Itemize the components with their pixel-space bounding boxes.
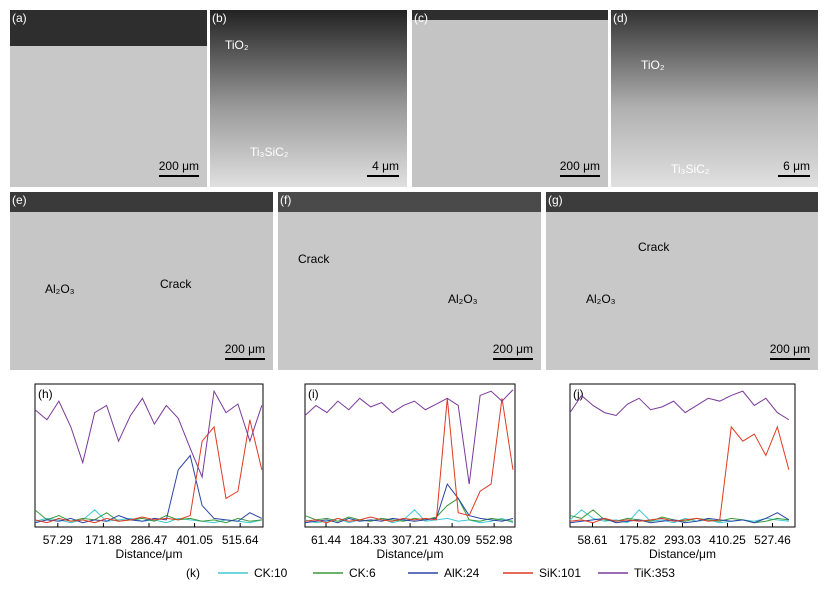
line-series <box>34 509 262 524</box>
chart-label: (i) <box>308 387 319 401</box>
scale-label: 200 μm <box>769 342 810 356</box>
legend-entry: CK:10 <box>254 566 288 580</box>
annotation: Al₂O₃ <box>448 292 478 306</box>
line-series <box>304 389 514 485</box>
micrograph: (g) 200 μm Crack Al₂O₃ <box>546 192 818 370</box>
panel-label: (g) <box>548 193 563 207</box>
scale-label: 4 μm <box>372 159 399 173</box>
x-tick-label: 286.47 <box>131 533 168 547</box>
annotation: Crack <box>638 240 670 254</box>
line-series <box>34 454 263 524</box>
x-tick-label: 61.44 <box>311 533 341 547</box>
x-tick-label: 430.09 <box>434 533 471 547</box>
scale-bar <box>560 175 600 177</box>
scale-bar <box>778 175 810 177</box>
annotation: TiO₂ <box>641 58 665 72</box>
line-series <box>34 419 263 524</box>
line-series <box>569 425 790 524</box>
scale-bar <box>493 358 533 360</box>
x-tick-label: 401.05 <box>176 533 213 547</box>
x-axis-label: Distance/μm <box>377 547 444 561</box>
plot-frame <box>569 383 796 528</box>
micrograph: (b) 4 μm TiO₂ Ti₃SiC₂ <box>210 10 407 187</box>
annotation: Crack <box>160 277 192 291</box>
micrograph: (d) 6 μm TiO₂ Ti₃SiC₂ <box>611 10 818 187</box>
annotation: Ti₃SiC₂ <box>671 162 710 176</box>
scale-bar <box>225 358 265 360</box>
x-tick-label: 552.98 <box>476 533 513 547</box>
plot-frame <box>34 383 264 528</box>
x-tick-label: 515.64 <box>222 533 259 547</box>
legend-entry: AlK:24 <box>444 566 480 580</box>
annotation: Ti₃SiC₂ <box>250 145 289 159</box>
panel-label: (e) <box>12 193 27 207</box>
x-tick-label: 307.21 <box>392 533 429 547</box>
panel-label: (f) <box>280 193 292 207</box>
annotation: TiO₂ <box>225 38 249 52</box>
x-tick-label: 293.03 <box>664 533 701 547</box>
scale-bar <box>770 358 810 360</box>
line-series <box>304 398 514 524</box>
scale-label: 200 μm <box>224 342 265 356</box>
legend-entry: TiK:353 <box>634 566 675 580</box>
plot-frame <box>304 383 516 528</box>
legend-entry: CK:6 <box>349 566 376 580</box>
legend-label: (k) <box>186 566 200 580</box>
micrograph: (f) 200 μm Crack Al₂O₃ <box>278 192 541 370</box>
chart-label: (j) <box>573 387 584 401</box>
x-tick-label: 175.82 <box>619 533 656 547</box>
x-axis-label: Distance/μm <box>649 547 716 561</box>
panel-label: (b) <box>212 11 227 25</box>
line-series <box>569 390 790 421</box>
line-series <box>304 497 514 522</box>
panel-label: (d) <box>613 11 628 25</box>
panel-label: (c) <box>414 11 428 25</box>
micrograph: (e) 200 μm Al₂O₃ Crack <box>10 192 273 370</box>
x-tick-label: 410.25 <box>709 533 746 547</box>
x-tick-label: 171.88 <box>85 533 122 547</box>
micrograph: (c) 200 μm <box>412 10 608 187</box>
legend-entry: SiK:101 <box>539 566 581 580</box>
scale-label: 200 μm <box>492 342 533 356</box>
x-axis-label: Distance/μm <box>116 547 183 561</box>
micrograph: (a) 200 μm <box>10 10 207 187</box>
annotation: Al₂O₃ <box>586 292 616 306</box>
scale-label: 200 μm <box>158 159 199 173</box>
x-tick-label: 58.61 <box>577 533 607 547</box>
line-series <box>304 483 514 524</box>
scale-label: 200 μm <box>559 159 600 173</box>
panel-label: (a) <box>12 11 27 25</box>
annotation: Crack <box>298 252 330 266</box>
scale-bar <box>159 175 199 177</box>
x-tick-label: 184.33 <box>350 533 387 547</box>
x-tick-label: 57.29 <box>43 533 73 547</box>
scale-label: 6 μm <box>783 159 810 173</box>
scale-bar <box>367 175 399 177</box>
chart-label: (h) <box>38 387 53 401</box>
line-series <box>34 389 263 479</box>
x-tick-label: 527.46 <box>754 533 791 547</box>
annotation: Al₂O₃ <box>45 282 75 296</box>
